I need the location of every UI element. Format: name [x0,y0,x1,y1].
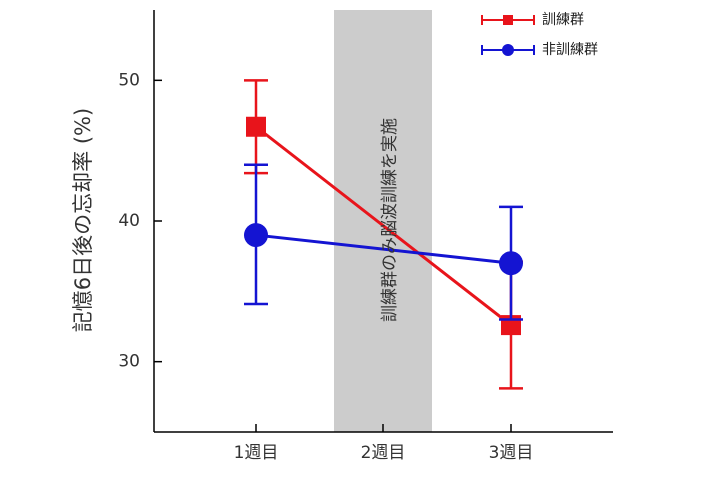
series-2 [244,163,523,321]
y-tick-label: 30 [118,352,140,372]
shaded-band-label: 訓練群のみ脳波訓練を実施 [380,118,400,322]
data-point [244,223,268,248]
legend-label: 非訓練群 [542,42,598,58]
series-line [255,125,512,327]
shaded-band-group [334,10,432,432]
y-tick-label: 50 [118,70,140,90]
x-tick-label: 2週目 [361,443,406,463]
legend-label: 訓練群 [542,12,584,28]
x-tick-label: 1週目 [234,443,279,463]
series-group [244,79,523,390]
data-point [246,116,266,137]
series-line [255,233,512,265]
y-axis-title: 記憶6日後の忘却率 (%) [71,108,95,332]
x-tick-label: 3週目 [489,443,534,463]
axes-group: 30 40 50 1週目 2週目 3週目 [118,10,613,463]
legend-marker [502,44,514,56]
legend-marker [503,15,513,25]
data-point [499,251,523,276]
shaded-band [334,10,432,432]
y-tick-label: 40 [118,211,140,231]
